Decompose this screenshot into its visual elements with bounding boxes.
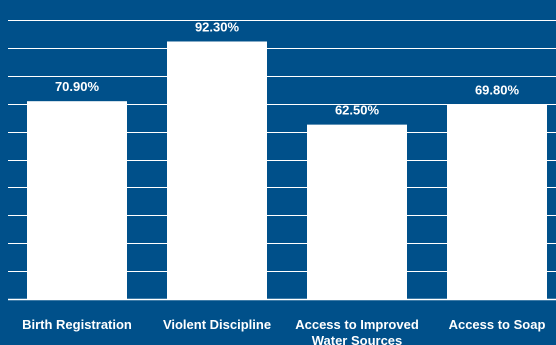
category-label: Access to Improved Water Sources xyxy=(295,317,419,345)
category-label: Violent Discipline xyxy=(163,317,271,332)
category-label: Access to Soap xyxy=(449,317,546,332)
value-label: 62.50% xyxy=(335,103,380,118)
bar xyxy=(27,101,127,300)
category-label: Birth Registration xyxy=(22,317,132,332)
category-labels: Birth Registration Violent Discipline Acce… xyxy=(22,317,545,345)
value-label: 92.30% xyxy=(195,19,240,34)
value-label: 70.90% xyxy=(55,79,100,94)
value-labels: 70.90% 92.30% 62.50% 69.80% xyxy=(55,19,520,117)
bar xyxy=(447,104,547,300)
bars xyxy=(27,41,547,300)
bar xyxy=(167,41,267,299)
bar xyxy=(307,124,407,299)
value-label: 69.80% xyxy=(475,82,520,97)
